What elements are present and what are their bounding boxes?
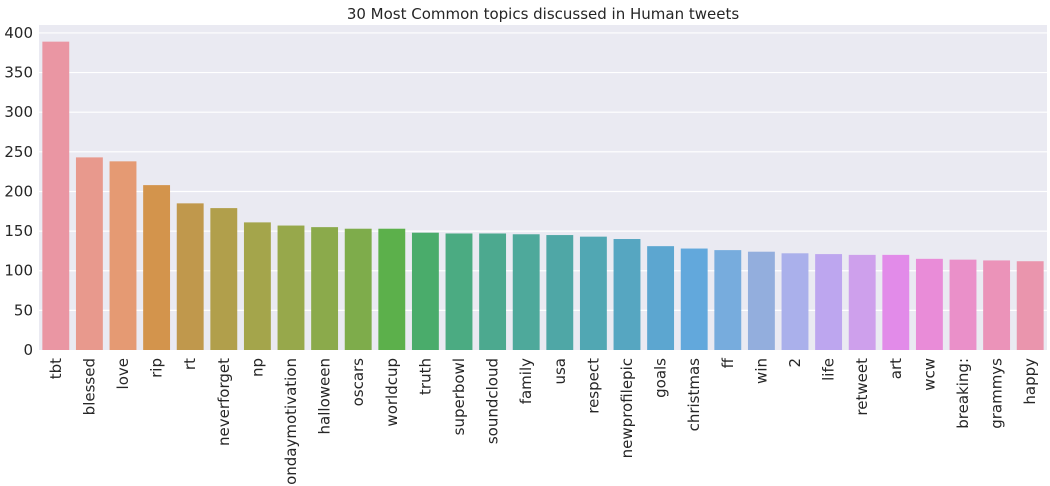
- bar-2: [781, 253, 809, 350]
- bar-art: [882, 254, 910, 350]
- x-tick-label: halloween: [316, 358, 334, 434]
- x-tick-label: usa: [551, 358, 569, 385]
- x-tick-label: win: [752, 358, 770, 384]
- x-tick-label: soundcloud: [484, 358, 502, 444]
- bar-tbt: [42, 41, 70, 351]
- bar-newprofilepic: [613, 239, 641, 350]
- bar-breaking: [949, 259, 977, 350]
- x-tick-label: neverforget: [215, 358, 233, 446]
- bar-np: [243, 222, 271, 350]
- y-tick-label: 200: [4, 182, 33, 200]
- bar-oscars: [344, 228, 372, 350]
- bar-life: [815, 254, 843, 350]
- y-tick-label: 350: [4, 64, 33, 82]
- x-tick-label: retweet: [853, 358, 871, 416]
- x-tick-label: truth: [416, 358, 434, 395]
- bar-superbowl: [445, 233, 473, 350]
- bar-christmas: [680, 248, 708, 350]
- x-tick-label: tbt: [47, 358, 65, 379]
- y-tick-label: 250: [4, 143, 33, 161]
- y-tick-label: 100: [4, 262, 33, 280]
- x-tick-label: rip: [148, 358, 166, 378]
- x-tick-label: ff: [719, 357, 737, 368]
- bar-truth: [411, 232, 439, 350]
- x-tick-label: 2: [786, 358, 804, 368]
- x-tick-label: np: [248, 358, 266, 377]
- bar-win: [747, 251, 775, 350]
- bar-retweet: [848, 254, 876, 350]
- x-tick-label: christmas: [685, 358, 703, 432]
- plot-background: [39, 25, 1047, 350]
- y-tick-label: 400: [4, 24, 33, 42]
- y-tick-label: 0: [23, 341, 33, 359]
- bar-rt: [176, 203, 204, 350]
- x-tick-label: blessed: [80, 358, 98, 415]
- bars: [42, 41, 1044, 351]
- x-tick-label: happy: [1021, 358, 1039, 405]
- x-tick-label: wcw: [920, 358, 938, 391]
- y-axis-ticks: 0 50 100 150 200 250 300 350 400: [4, 24, 33, 359]
- x-tick-label: breaking:: [954, 358, 972, 429]
- x-tick-label: oscars: [349, 358, 367, 407]
- x-axis-ticks: tbt blessed love rip rt neverforget np mondaymo…: [47, 357, 1039, 486]
- x-tick-label: grammys: [988, 358, 1006, 429]
- y-tick-label: 300: [4, 103, 33, 121]
- bar-halloween: [311, 227, 339, 350]
- x-tick-label: goals: [652, 358, 670, 398]
- bar-blessed: [75, 157, 103, 350]
- bar-neverforget: [210, 208, 238, 350]
- gridlines: [39, 32, 1047, 311]
- y-tick-label: 150: [4, 222, 33, 240]
- bar-grammys: [983, 260, 1011, 350]
- x-tick-label: mondaymotivation: [282, 358, 300, 486]
- chart-title: 30 Most Common topics discussed in Human…: [347, 5, 740, 23]
- y-tick-label: 50: [14, 301, 33, 319]
- bar-mondaymotivation: [277, 225, 305, 350]
- x-tick-label: newprofilepic: [618, 358, 636, 458]
- bar-wcw: [915, 258, 943, 350]
- x-tick-label: love: [114, 358, 132, 389]
- x-tick-label: art: [887, 358, 905, 379]
- x-tick-label: rt: [181, 358, 199, 370]
- bar-love: [109, 161, 137, 350]
- bar-usa: [546, 235, 574, 350]
- bar-goals: [647, 246, 675, 350]
- bar-respect: [579, 236, 607, 350]
- bar-ff: [714, 250, 742, 350]
- bar-rip: [143, 185, 171, 350]
- x-tick-label: superbowl: [450, 358, 468, 435]
- bar-worldcup: [378, 228, 406, 350]
- x-tick-label: life: [820, 358, 838, 381]
- bar-soundcloud: [479, 233, 507, 350]
- bar-happy: [1016, 261, 1044, 350]
- bar-family: [512, 234, 540, 350]
- x-tick-label: family: [517, 358, 535, 404]
- x-tick-label: worldcup: [383, 358, 401, 427]
- x-tick-label: respect: [584, 358, 602, 414]
